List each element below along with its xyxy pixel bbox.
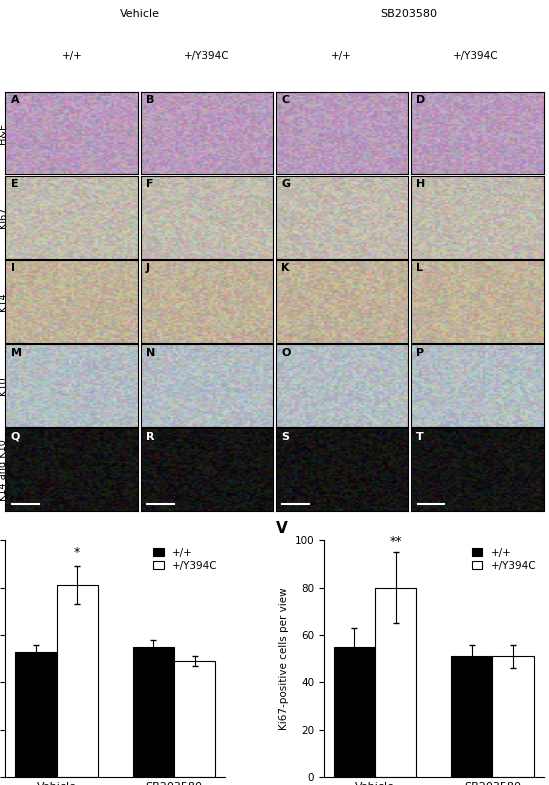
Text: **: ** [389,535,402,548]
Text: +/Y394C: +/Y394C [453,51,499,60]
Y-axis label: K14 and K10: K14 and K10 [0,439,8,501]
Text: SB203580: SB203580 [380,9,438,20]
Text: E: E [11,179,19,189]
Y-axis label: Ki67-positive cells per view: Ki67-positive cells per view [279,587,289,730]
Text: T: T [416,432,424,442]
Text: G: G [281,179,290,189]
Text: +/+: +/+ [63,51,83,60]
Bar [451,656,492,777]
Y-axis label: K14: K14 [0,292,8,311]
Bar [375,588,416,777]
Text: V: V [276,520,287,535]
Legend: +/+, +/Y394C: +/+, +/Y394C [470,546,539,573]
Text: P: P [416,348,424,358]
Text: F: F [146,179,154,189]
Text: D: D [416,95,425,105]
Y-axis label: K10: K10 [0,376,8,395]
Bar [133,647,174,777]
Text: S: S [281,432,289,442]
Text: K: K [281,264,290,273]
Text: Q: Q [11,432,20,442]
Text: C: C [281,95,289,105]
Text: *: * [74,546,80,560]
Bar [334,647,375,777]
Y-axis label: H&E: H&E [0,122,8,144]
Text: M: M [11,348,22,358]
Text: O: O [281,348,290,358]
Text: Vehicle: Vehicle [120,9,160,20]
Text: I: I [11,264,15,273]
Bar [57,586,98,777]
Text: B: B [146,95,154,105]
Text: +/Y394C: +/Y394C [184,51,230,60]
Y-axis label: Ki67: Ki67 [0,206,8,228]
Bar [492,656,534,777]
Bar [174,661,215,777]
Legend: +/+, +/Y394C: +/+, +/Y394C [152,546,220,573]
Text: H: H [416,179,425,189]
Text: N: N [146,348,155,358]
Text: L: L [416,264,423,273]
Text: +/+: +/+ [332,51,352,60]
Text: A: A [11,95,19,105]
Text: J: J [146,264,150,273]
Text: R: R [146,432,154,442]
Bar [15,652,57,777]
